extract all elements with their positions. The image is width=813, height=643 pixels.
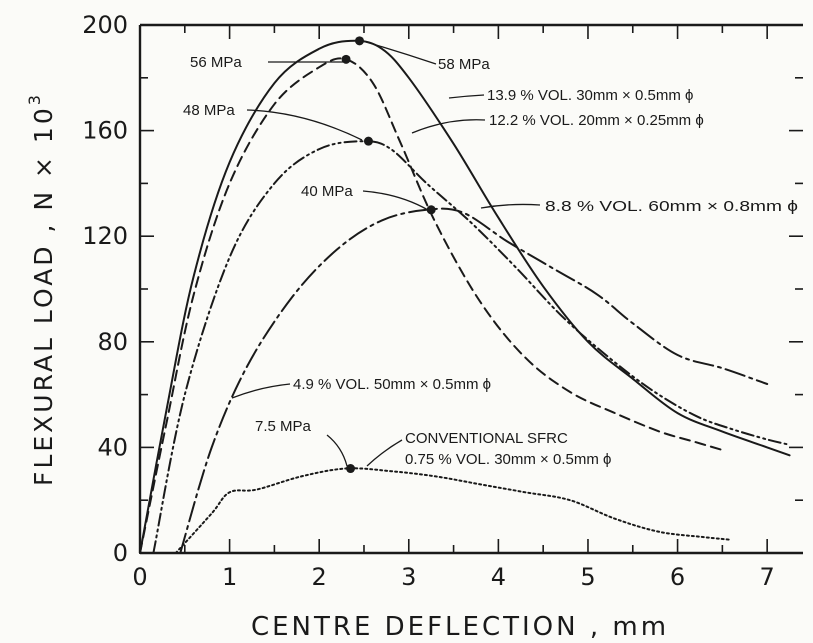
- annotation-12-2-vol: 12.2 % VOL. 20mm × 0.25mm ϕ: [489, 112, 704, 129]
- peak-marker-2: [341, 54, 351, 64]
- tick-labels: 0 1 2 3 4 5 6 7 0 40 80 120 160 200: [82, 11, 775, 591]
- annotation-13-9-vol: 13.9 % VOL. 30mm × 0.5mm ϕ: [487, 87, 693, 104]
- peak-marker-3: [363, 136, 373, 146]
- x-tick-label: 6: [670, 563, 685, 591]
- annotation-8-8-vol: 8.8 % VOL. 60mm × 0.8mm ϕ: [545, 198, 798, 215]
- leader-40: [362, 190, 429, 211]
- x-tick-label: 1: [222, 563, 237, 591]
- leader-75: [326, 434, 348, 467]
- series-line-4: [179, 207, 769, 554]
- data-series: [139, 39, 791, 554]
- y-tick-label: 200: [82, 11, 128, 39]
- series-line-2: [139, 57, 724, 554]
- peak-marker-5: [346, 464, 356, 474]
- x-tick-label: 7: [760, 563, 775, 591]
- leader-conv: [366, 439, 403, 467]
- annotation-40mpa: 40 MPa: [301, 183, 353, 200]
- x-tick-label: 5: [580, 563, 595, 591]
- annotation-7-5mpa: 7.5 MPa: [255, 418, 312, 435]
- peak-markers: [341, 36, 436, 474]
- annotation-48mpa: 48 MPa: [183, 102, 235, 119]
- leader-48: [246, 109, 363, 141]
- annotation-56mpa: 56 MPa: [190, 54, 242, 71]
- y-tick-label: 160: [82, 117, 128, 145]
- axis-ticks: [139, 24, 803, 554]
- leader-139: [448, 94, 485, 99]
- x-tick-label: 0: [132, 563, 147, 591]
- y-axis-label-text: FLEXURAL LOAD , N × 10: [29, 105, 58, 486]
- y-axis-label-exponent: 3: [25, 92, 44, 105]
- peak-marker-4: [426, 205, 436, 215]
- annotation-4-9-vol: 4.9 % VOL. 50mm × 0.5mm ϕ: [293, 376, 491, 393]
- y-axis-label: FLEXURAL LOAD , N × 103: [25, 92, 58, 486]
- x-tick-label: 4: [491, 563, 506, 591]
- annotation-conventional-vol: 0.75 % VOL. 30mm × 0.5mm ϕ: [405, 451, 611, 468]
- y-tick-label: 40: [97, 433, 128, 461]
- annotation-leaders: [231, 41, 541, 467]
- y-tick-label: 120: [82, 222, 128, 250]
- x-tick-label: 3: [401, 563, 416, 591]
- y-axis-label-group: FLEXURAL LOAD , N × 103: [25, 92, 58, 486]
- leader-49: [231, 383, 291, 399]
- series-line-1: [139, 39, 791, 554]
- y-tick-label: 0: [113, 539, 128, 567]
- x-tick-label: 2: [312, 563, 327, 591]
- y-tick-label: 80: [97, 328, 128, 356]
- series-line-3: [152, 140, 791, 554]
- leader-122: [411, 119, 486, 134]
- peak-marker-1: [355, 36, 365, 46]
- annotation-conventional-sfrc: CONVENTIONAL SFRC: [405, 430, 568, 447]
- x-axis-label: CENTRE DEFLECTION , mm: [251, 612, 669, 642]
- annotations: 56 MPa 58 MPa 13.9 % VOL. 30mm × 0.5mm ϕ…: [183, 54, 798, 468]
- series-line-5: [174, 467, 733, 554]
- leader-58: [365, 41, 437, 65]
- leader-88: [480, 203, 541, 209]
- annotation-58mpa: 58 MPa: [438, 56, 490, 73]
